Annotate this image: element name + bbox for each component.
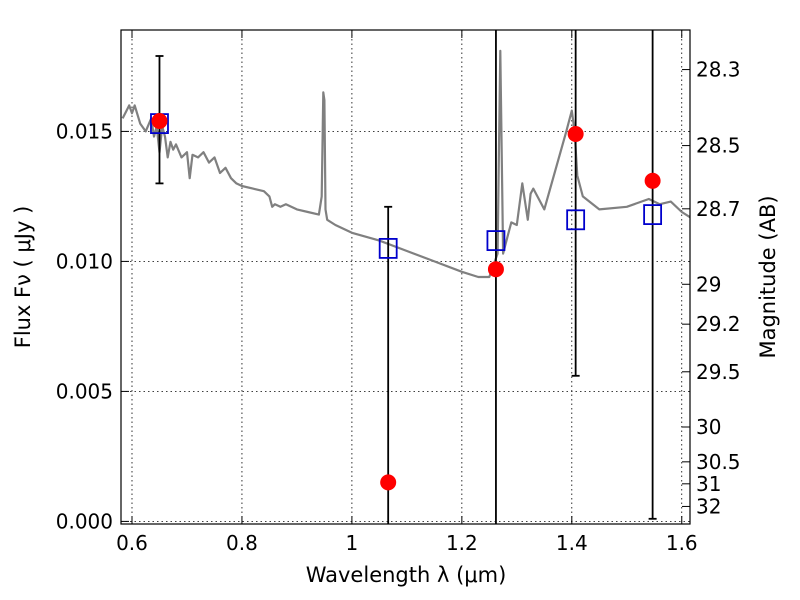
spectrum-line — [121, 49, 691, 279]
observed-photometry-point — [487, 261, 504, 278]
spectrum-layer — [121, 49, 691, 279]
magnitude-tick-label: 28.7 — [696, 197, 741, 221]
magnitude-tick-label: 28.3 — [696, 58, 741, 82]
model-photometry-square — [643, 204, 663, 226]
x-tick-label: 0.6 — [116, 531, 148, 555]
x-tick-label: 1 — [346, 531, 359, 555]
y-tick-labels: 0.000 0.005 0.010 0.015 — [56, 119, 113, 533]
observed-photometry-point — [567, 126, 584, 142]
y-tick-label: 0.010 — [56, 249, 113, 273]
model-photometry-square — [378, 237, 398, 259]
x-tick-label: 0.8 — [226, 531, 258, 555]
magnitude-tick-label: 29.2 — [696, 312, 741, 336]
errorbar-layer — [155, 30, 657, 524]
x-tick-labels: 0.6 0.8 1 1.2 1.4 1.6 — [116, 531, 698, 555]
observed-photometry-layer — [151, 113, 661, 491]
grid — [121, 30, 690, 524]
x-tick-label: 1.6 — [666, 531, 698, 555]
observed-photometry-point — [151, 113, 168, 129]
magnitude-tick-label: 29 — [696, 272, 721, 296]
plot-frame — [120, 29, 691, 525]
model-photometry-square — [566, 209, 586, 231]
model-photometry-layer — [150, 113, 663, 259]
x-tick-label: 1.4 — [556, 531, 588, 555]
y-axis-title: Flux Fν ( μJy ) — [11, 206, 35, 349]
y-tick-label: 0.015 — [56, 119, 113, 143]
y-tick-label: 0.000 — [56, 509, 113, 533]
magnitude-tick-label: 30 — [696, 415, 721, 439]
y-tick-label: 0.005 — [56, 379, 113, 403]
model-photometry-square — [486, 230, 506, 252]
x-tick-label: 1.2 — [446, 531, 478, 555]
magnitude-tick-label: 28.5 — [696, 134, 741, 158]
y-axis-right-title: Magnitude (AB) — [756, 195, 780, 358]
magnitude-tick-label: 31 — [696, 472, 721, 496]
observed-photometry-point — [644, 172, 661, 189]
tick-marks — [121, 30, 690, 524]
magnitude-tick-label: 32 — [696, 494, 721, 518]
observed-photometry-point — [380, 474, 397, 491]
magnitude-tick-label: 29.5 — [696, 360, 741, 384]
magnitude-tick-label: 30.5 — [696, 450, 741, 474]
x-axis-title: Wavelength λ (μm) — [306, 563, 507, 587]
